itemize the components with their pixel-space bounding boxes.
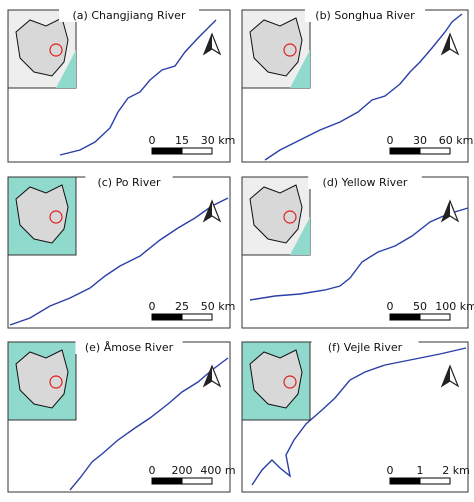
scale-label: 60 km [439, 134, 474, 147]
river [264, 13, 463, 161]
title-bg [59, 9, 199, 22]
scale-label: 0 [149, 300, 156, 313]
river [69, 357, 229, 491]
scale-label: 0 [387, 134, 394, 147]
inset-sea [290, 217, 310, 255]
north-arrow-half [204, 366, 212, 386]
panel-title: (f) Vejle River [328, 341, 403, 354]
title-bg [308, 176, 422, 189]
scale-label: 1 [417, 464, 424, 477]
scale-label: 50 km [201, 300, 236, 313]
scale-label: 50 [413, 300, 427, 313]
scale-label: 0 [149, 134, 156, 147]
inset-sea [290, 50, 310, 88]
scale-label: 200 [172, 464, 193, 477]
scale-label: 0 [149, 464, 156, 477]
north-arrow-half [442, 201, 450, 221]
scale-label: 2 km [442, 464, 470, 477]
scale-bar [419, 147, 451, 155]
map-panel: (c) Po River 0 25 50 km [7, 176, 236, 329]
scale-label: 100 km [435, 300, 474, 313]
panel-title: (c) Po River [97, 176, 161, 189]
inset-highlight [49, 375, 63, 389]
inset-highlight [283, 210, 297, 224]
north-arrow-half [442, 366, 450, 386]
river [249, 207, 469, 301]
scale-label: 0 [387, 464, 394, 477]
north-arrow-half [442, 34, 450, 54]
scale-bar [151, 147, 183, 155]
inset-highlight [283, 375, 297, 389]
scale-bar [151, 477, 183, 485]
inset-land [15, 17, 69, 77]
map-panel: (f) Vejle River 0 1 2 km [241, 341, 470, 493]
inset-sea [56, 50, 76, 88]
panel-title: (d) Yellow River [323, 176, 408, 189]
scale-bar [151, 313, 183, 321]
scale-bar [181, 147, 213, 155]
scale-bar [181, 477, 213, 485]
river [59, 19, 217, 156]
map-panel: (d) Yellow River 0 50 100 km [241, 176, 474, 329]
title-bg [75, 341, 183, 354]
map-panel: (a) Changjiang River 0 15 30 km [7, 9, 236, 163]
north-arrow-half [204, 34, 212, 54]
inset-land [15, 349, 69, 409]
inset-land [249, 184, 303, 244]
inset-highlight [49, 210, 63, 224]
title-bg [85, 176, 173, 189]
map-panel: (e) Åmose River 0 200 400 m [7, 341, 236, 493]
north-arrow-half [204, 201, 212, 221]
scale-bar [419, 477, 451, 485]
scale-label: 15 [175, 134, 189, 147]
river [251, 347, 467, 486]
river [9, 197, 229, 326]
scale-bar [389, 147, 421, 155]
inset-land [249, 349, 303, 409]
inset-land [15, 184, 69, 244]
inset-highlight [49, 43, 63, 57]
scale-label: 30 [413, 134, 427, 147]
scale-label: 400 m [200, 464, 235, 477]
title-bg [311, 341, 419, 354]
inset-land [249, 17, 303, 77]
title-bg [304, 9, 426, 22]
inset-highlight [283, 43, 297, 57]
scale-label: 25 [175, 300, 189, 313]
panel-title: (e) Åmose River [85, 341, 174, 354]
scale-label: 0 [387, 300, 394, 313]
panel-title: (a) Changjiang River [73, 9, 186, 22]
scale-bar [181, 313, 213, 321]
map-panel: (b) Songhua River 0 30 60 km [241, 9, 474, 163]
scale-bar [389, 313, 421, 321]
panel-title: (b) Songhua River [315, 9, 415, 22]
scale-bar [389, 477, 421, 485]
scale-bar [419, 313, 451, 321]
scale-label: 30 km [201, 134, 236, 147]
